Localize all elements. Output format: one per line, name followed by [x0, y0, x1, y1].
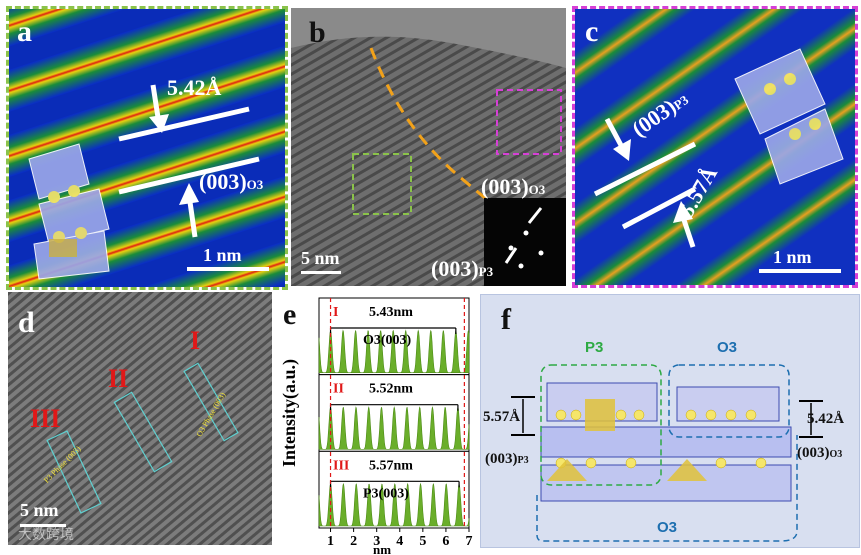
panel-c-image: [575, 9, 855, 285]
chart-e-roman-III: III: [333, 458, 349, 473]
panel-f-image: [511, 364, 823, 542]
chart-e-xlabel: nm: [373, 542, 391, 554]
chart-e-phase-I: O3(003): [363, 333, 412, 348]
chart-e-series-II: [318, 406, 470, 450]
chart-e-xtick-label-7: 7: [466, 534, 473, 549]
panel-b: b (003)O3 (003)P3 5 nm: [291, 8, 566, 286]
watermark: 大数跨境: [18, 527, 74, 543]
panel-b-image: [291, 8, 566, 286]
panel-c: c (003)P3 5.57Å 1 nm: [572, 6, 858, 288]
panel-b-green-box: [352, 153, 412, 215]
chart-e-ylabel: Intensity(a.u.): [279, 359, 300, 467]
panel-c-scalebar-label: 1 nm: [773, 247, 812, 267]
panel-a-label: a: [17, 15, 32, 48]
panel-a-plane-sub: O3: [246, 177, 264, 192]
panel-b-plane-o3-main: (003): [481, 174, 529, 199]
chart-e-series-I: [318, 329, 470, 373]
panel-d-region-I: I: [190, 326, 201, 355]
panel-d: d I II III O3 Phase (003) P3 Phase (003)…: [8, 292, 272, 545]
panel-d-region-III: III: [30, 404, 61, 433]
panel-b-magenta-box: [496, 89, 562, 155]
crystal-structure-c: [734, 48, 844, 185]
panel-d-label: d: [18, 306, 35, 339]
chart-e-distance-II: 5.52nm: [369, 382, 413, 397]
panel-b-plane-o3-sub: O3: [528, 182, 546, 197]
panel-f-structure: [540, 382, 792, 502]
chart-e-roman-I: I: [333, 305, 338, 320]
chart-e-xtick-label-2: 2: [350, 534, 357, 549]
chart-e-roman-II: II: [333, 382, 344, 397]
chart-e-distance-III: 5.57nm: [369, 458, 413, 473]
panel-f-p3-box: [540, 364, 662, 486]
crystal-structure-a: [28, 143, 110, 280]
panel-b-plane-p3-sub: P3: [478, 264, 494, 279]
chart-e-xtick-label-5: 5: [419, 534, 426, 549]
panel-f-plane-left-main: (003): [485, 451, 518, 467]
panel-a-scalebar-label: 1 nm: [203, 245, 242, 265]
panel-a: a 5.42Å (003)O3 1 nm: [6, 6, 288, 290]
panel-c-label: c: [585, 15, 599, 48]
panel-f-spacing-left: 5.57Å: [483, 409, 521, 425]
panel-f: f P3 O3 O3 5.57Å 5.42Å (003)P3 (003)O3: [480, 294, 860, 548]
chart-e-xtick-label-4: 4: [396, 534, 403, 549]
panel-b-label: b: [309, 16, 326, 49]
chart-e-xtick-label-6: 6: [442, 534, 449, 549]
chart-e-distance-I: 5.43nm: [369, 305, 413, 320]
panel-b-scalebar-label: 5 nm: [301, 248, 340, 268]
panel-f-o3-bottom-title: O3: [657, 519, 678, 536]
panel-f-o3-top-box: [668, 364, 790, 438]
panel-a-plane: (003)O3: [199, 169, 263, 195]
panel-e-label: e: [283, 298, 297, 331]
panel-a-plane-main: (003): [199, 169, 247, 194]
panel-a-spacing: 5.42Å: [167, 75, 222, 100]
chart-e-xtick-label-3: 3: [373, 534, 380, 549]
panel-f-o3-top-title: O3: [717, 339, 738, 356]
panel-b-plane-p3-main: (003): [431, 256, 479, 281]
chart-e-phase-III: P3(003): [363, 486, 409, 501]
panel-f-spacing-right: 5.42Å: [807, 411, 845, 427]
panel-f-plane-right-sub: O3: [829, 449, 843, 460]
panel-e: e I 5.43nm O3(003) II 5.52nm III 5.57nm P3(003)…: [275, 292, 475, 554]
chart-e: I 5.43nm O3(003) II 5.52nm III 5.57nm P3(003) 1 2…: [279, 297, 473, 554]
panel-f-plane-left: (003)P3: [485, 451, 529, 468]
panel-d-image: [8, 292, 272, 545]
panel-d-region-II: II: [108, 364, 129, 393]
panel-f-plane-left-sub: P3: [517, 455, 529, 466]
panel-a-image: [9, 9, 285, 287]
panel-f-plane-right: (003)O3: [797, 445, 842, 462]
panel-f-p3-title: P3: [585, 339, 604, 356]
panel-b-plane-o3: (003)O3: [481, 174, 545, 200]
panel-f-plane-right-main: (003): [797, 445, 830, 461]
panel-f-label: f: [501, 303, 511, 336]
panel-b-plane-p3: (003)P3: [431, 256, 493, 282]
chart-e-series-III: [318, 482, 470, 527]
chart-e-xtick-label-1: 1: [327, 534, 334, 549]
panel-b-fft-inset: [484, 198, 566, 286]
panel-d-scalebar-label: 5 nm: [20, 500, 59, 520]
